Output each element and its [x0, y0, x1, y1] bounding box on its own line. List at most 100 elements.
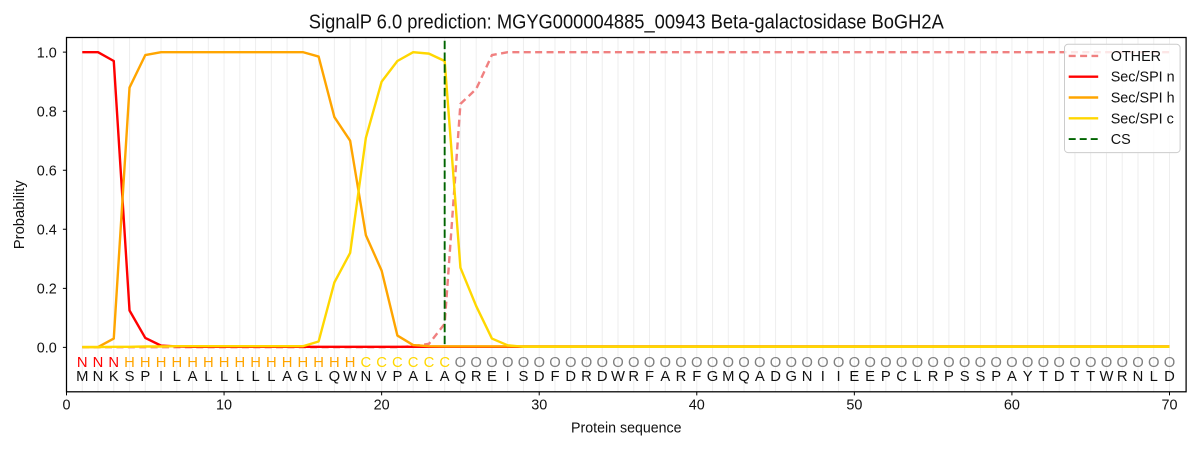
svg-text:R: R	[471, 369, 482, 385]
svg-text:O: O	[1164, 355, 1176, 371]
svg-text:0.0: 0.0	[37, 341, 57, 357]
svg-text:N: N	[108, 355, 119, 371]
svg-text:H: H	[219, 355, 230, 371]
svg-text:T: T	[1086, 369, 1095, 385]
svg-text:P: P	[392, 369, 402, 385]
svg-text:W: W	[611, 369, 625, 385]
svg-text:P: P	[944, 369, 954, 385]
svg-text:L: L	[913, 369, 921, 385]
svg-text:H: H	[140, 355, 151, 371]
svg-text:C: C	[896, 369, 907, 385]
svg-text:O: O	[1006, 355, 1018, 371]
svg-text:L: L	[267, 369, 275, 385]
svg-text:C: C	[392, 355, 403, 371]
svg-text:0.6: 0.6	[37, 163, 57, 179]
svg-text:Protein sequence: Protein sequence	[571, 421, 682, 437]
svg-text:O: O	[1148, 355, 1160, 371]
svg-text:O: O	[628, 355, 640, 371]
svg-text:C: C	[408, 355, 419, 371]
svg-text:N: N	[93, 355, 104, 371]
svg-text:D: D	[770, 369, 781, 385]
svg-text:I: I	[821, 369, 825, 385]
svg-text:Probability: Probability	[12, 179, 28, 249]
svg-text:C: C	[361, 355, 372, 371]
svg-text:O: O	[549, 355, 561, 371]
svg-text:S: S	[519, 369, 529, 385]
svg-text:O: O	[754, 355, 766, 371]
svg-text:H: H	[156, 355, 167, 371]
svg-text:W: W	[1099, 369, 1113, 385]
svg-text:0: 0	[62, 398, 70, 414]
svg-text:Y: Y	[1023, 369, 1033, 385]
svg-text:20: 20	[374, 398, 390, 414]
svg-text:O: O	[975, 355, 987, 371]
svg-text:T: T	[1070, 369, 1079, 385]
svg-text:H: H	[345, 355, 356, 371]
svg-text:A: A	[755, 369, 765, 385]
svg-text:H: H	[250, 355, 261, 371]
svg-text:O: O	[612, 355, 624, 371]
svg-text:O: O	[864, 355, 876, 371]
svg-text:N: N	[77, 355, 88, 371]
svg-text:H: H	[187, 355, 198, 371]
svg-text:O: O	[1038, 355, 1050, 371]
svg-text:L: L	[204, 369, 212, 385]
svg-text:10: 10	[216, 398, 232, 414]
svg-text:O: O	[565, 355, 577, 371]
svg-text:A: A	[188, 369, 198, 385]
svg-text:V: V	[377, 369, 387, 385]
svg-text:O: O	[1053, 355, 1065, 371]
svg-text:H: H	[171, 355, 182, 371]
svg-text:H: H	[329, 355, 340, 371]
svg-text:I: I	[837, 369, 841, 385]
svg-text:O: O	[1085, 355, 1097, 371]
svg-text:S: S	[975, 369, 985, 385]
svg-text:H: H	[203, 355, 214, 371]
svg-text:A: A	[660, 369, 670, 385]
svg-text:W: W	[343, 369, 357, 385]
svg-text:O: O	[581, 355, 593, 371]
svg-text:Sec/SPI n: Sec/SPI n	[1111, 70, 1175, 86]
svg-text:O: O	[502, 355, 514, 371]
svg-text:C: C	[424, 355, 435, 371]
svg-text:O: O	[880, 355, 892, 371]
svg-text:I: I	[159, 369, 163, 385]
svg-text:O: O	[738, 355, 750, 371]
svg-text:O: O	[518, 355, 530, 371]
svg-text:L: L	[236, 369, 244, 385]
svg-text:R: R	[628, 369, 639, 385]
svg-text:T: T	[1039, 369, 1048, 385]
svg-text:O: O	[833, 355, 845, 371]
svg-text:M: M	[722, 369, 734, 385]
svg-text:N: N	[361, 369, 372, 385]
svg-text:H: H	[124, 355, 135, 371]
svg-text:O: O	[707, 355, 719, 371]
svg-text:O: O	[644, 355, 656, 371]
svg-text:0.4: 0.4	[37, 223, 57, 239]
svg-text:O: O	[801, 355, 813, 371]
svg-text:F: F	[645, 369, 654, 385]
svg-text:E: E	[849, 369, 859, 385]
svg-text:O: O	[770, 355, 782, 371]
svg-text:O: O	[912, 355, 924, 371]
svg-text:M: M	[76, 369, 88, 385]
svg-text:60: 60	[1004, 398, 1020, 414]
svg-text:O: O	[660, 355, 672, 371]
svg-text:R: R	[676, 369, 687, 385]
svg-text:G: G	[707, 369, 719, 385]
svg-text:O: O	[533, 355, 545, 371]
svg-text:R: R	[928, 369, 939, 385]
svg-text:Q: Q	[738, 369, 750, 385]
svg-text:N: N	[802, 369, 813, 385]
svg-text:Sec/SPI h: Sec/SPI h	[1111, 91, 1175, 107]
svg-text:A: A	[1007, 369, 1017, 385]
svg-text:O: O	[786, 355, 798, 371]
svg-text:S: S	[125, 369, 135, 385]
svg-text:A: A	[440, 369, 450, 385]
svg-text:O: O	[817, 355, 829, 371]
svg-text:L: L	[314, 369, 322, 385]
svg-text:N: N	[93, 369, 104, 385]
svg-text:O: O	[896, 355, 908, 371]
svg-text:I: I	[506, 369, 510, 385]
svg-text:O: O	[723, 355, 735, 371]
